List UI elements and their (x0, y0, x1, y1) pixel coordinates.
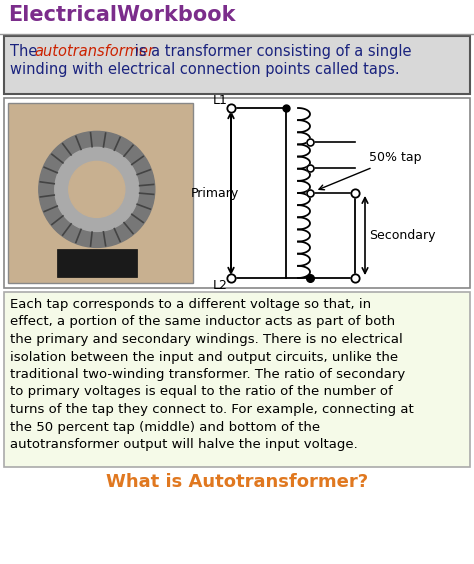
FancyBboxPatch shape (4, 292, 470, 467)
Text: Primary: Primary (191, 187, 239, 200)
Text: is a transformer consisting of a single: is a transformer consisting of a single (130, 44, 411, 59)
Text: The: The (10, 44, 42, 59)
Text: Secondary: Secondary (369, 229, 436, 242)
Text: autotransformer: autotransformer (34, 44, 154, 59)
Text: Each tap corresponds to a different voltage so that, in
effect, a portion of the: Each tap corresponds to a different volt… (10, 298, 414, 451)
Text: What is Autotransformer?: What is Autotransformer? (106, 473, 368, 491)
Text: L2: L2 (213, 279, 228, 292)
Text: winding with electrical connection points called taps.: winding with electrical connection point… (10, 62, 400, 77)
FancyBboxPatch shape (8, 103, 193, 283)
Circle shape (55, 147, 139, 231)
Text: L1: L1 (213, 94, 228, 107)
FancyBboxPatch shape (57, 249, 137, 277)
FancyBboxPatch shape (0, 0, 474, 34)
Circle shape (69, 161, 125, 217)
Circle shape (39, 131, 155, 248)
FancyBboxPatch shape (4, 98, 470, 288)
Text: 50% tap: 50% tap (319, 152, 421, 190)
FancyBboxPatch shape (4, 36, 470, 94)
Text: ElectricalWorkbook: ElectricalWorkbook (8, 5, 236, 25)
